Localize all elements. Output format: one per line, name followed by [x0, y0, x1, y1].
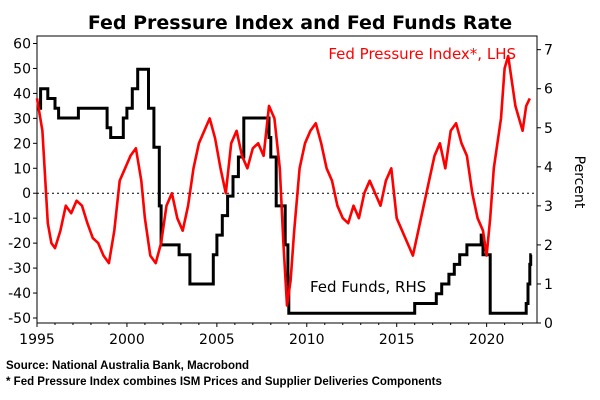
- left-tick-label: -20: [8, 236, 31, 252]
- left-tick-label: 50: [13, 61, 31, 77]
- x-tick-label: 2010: [289, 332, 325, 348]
- chart-title: Fed Pressure Index and Fed Funds Rate: [88, 12, 512, 34]
- fed-funds-line: [37, 67, 533, 315]
- right-tick-label: 5: [544, 121, 553, 137]
- plot-frame: [36, 35, 538, 324]
- source-note: Source: National Australia Bank, Macrobo…: [6, 360, 249, 372]
- footnote: * Fed Pressure Index combines ISM Prices…: [6, 376, 442, 388]
- fed-pressure-line: [35, 54, 531, 307]
- plot-area: [35, 35, 538, 324]
- x-tick-label: 1995: [19, 332, 55, 348]
- right-tick-label: 6: [544, 82, 553, 98]
- left-tick-label: 30: [13, 111, 31, 127]
- x-tick-label: 2005: [199, 332, 235, 348]
- fed-pressure-series-label: Fed Pressure Index*, LHS: [328, 45, 516, 63]
- x-tick-label: 2020: [469, 332, 505, 348]
- right-tick-label: 4: [544, 160, 553, 176]
- right-tick-label: 2: [544, 238, 553, 254]
- left-tick-label: -30: [8, 261, 31, 277]
- right-tick-label: 7: [544, 43, 553, 59]
- left-tick-label: 20: [13, 136, 31, 152]
- right-axis-ticks: 0 1 2 3 4 5 6 7: [537, 43, 553, 332]
- fed-funds-series-label: Fed Funds, RHS: [310, 278, 426, 296]
- left-tick-label: -40: [8, 286, 31, 302]
- left-tick-label: 10: [13, 161, 31, 177]
- right-tick-label: 3: [544, 199, 553, 215]
- x-tick-label: 2000: [109, 332, 145, 348]
- left-tick-label: 40: [13, 86, 31, 102]
- left-tick-label: -10: [8, 211, 31, 227]
- x-axis-ticks: 1995 2000 2005 2010 2015 2020: [19, 323, 524, 348]
- right-tick-label: 0: [544, 316, 553, 332]
- left-tick-label: -50: [8, 311, 31, 327]
- left-axis-ticks: -50 -40 -30 -20 -10 0 10 20 30 40 50 60: [8, 36, 37, 327]
- right-axis-title: Percent: [571, 156, 587, 209]
- right-tick-label: 1: [544, 277, 553, 293]
- left-tick-label: 0: [22, 186, 31, 202]
- left-tick-label: 60: [13, 36, 31, 52]
- x-tick-label: 2015: [379, 332, 415, 348]
